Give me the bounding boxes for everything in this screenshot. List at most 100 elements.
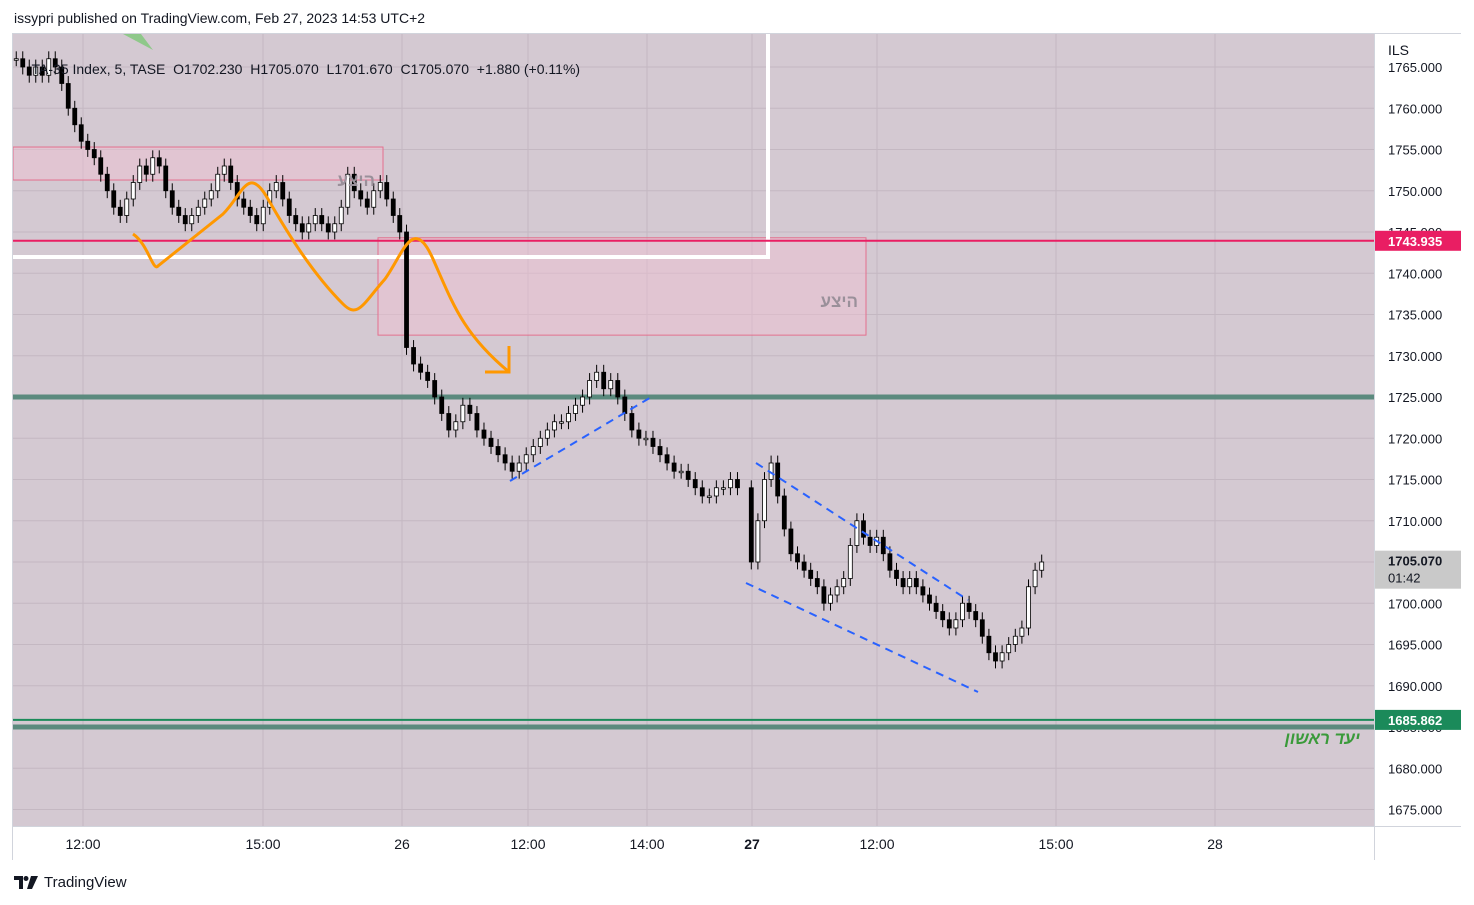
orange-projection-path xyxy=(132,181,510,374)
candle-up xyxy=(1019,627,1025,637)
candle-up xyxy=(46,58,52,76)
candle-down xyxy=(488,437,494,447)
candle-down xyxy=(319,215,325,225)
resistance-price-badge-bg xyxy=(1375,230,1461,251)
candle-down xyxy=(384,182,390,200)
price-tick-label: 1720.000 xyxy=(1388,431,1442,446)
candle-down xyxy=(85,140,91,150)
axis-corner xyxy=(1374,826,1461,860)
time-label: 26 xyxy=(394,836,410,852)
chart-plot[interactable]: היצע היצע יעד ראשון xyxy=(13,34,1374,826)
candle-up xyxy=(33,66,39,76)
candle-down xyxy=(920,586,926,596)
legend-open: O1702.230 xyxy=(173,61,243,77)
candle-down xyxy=(59,66,65,84)
candle-down xyxy=(397,215,403,233)
candle-down xyxy=(254,215,260,225)
last-price-badge: 1705.070 xyxy=(1388,554,1442,569)
price-tick-label: 1760.000 xyxy=(1388,101,1442,116)
candle-down xyxy=(65,83,71,109)
time-label: 14:00 xyxy=(629,836,664,852)
candle-down xyxy=(351,173,357,192)
candle-down xyxy=(425,371,431,381)
candle-down xyxy=(364,198,370,208)
price-tick-label: 1675.000 xyxy=(1388,803,1442,818)
candle-up xyxy=(312,215,318,225)
candle-up xyxy=(594,371,600,381)
candle-down xyxy=(418,363,424,373)
annotation-labels: היצע היצע יעד ראשון xyxy=(338,171,1360,748)
candle-down xyxy=(509,462,515,472)
candle-down xyxy=(861,520,866,538)
time-label: 15:00 xyxy=(245,836,280,852)
candle-up xyxy=(208,190,214,200)
price-tick-label: 1765.000 xyxy=(1388,60,1442,75)
candle-up xyxy=(338,206,344,225)
candle-up xyxy=(260,206,266,225)
price-tick-label: 1695.000 xyxy=(1388,638,1442,653)
time-axis[interactable]: 12:00 15:00 26 12:00 14:00 27 12:00 15:00 28 xyxy=(13,826,1374,860)
candle-down xyxy=(775,462,781,497)
price-tick-label: 1755.000 xyxy=(1388,143,1442,158)
legend-high: H1705.070 xyxy=(250,61,319,77)
candle-up xyxy=(215,173,221,192)
time-label: 28 xyxy=(1207,836,1223,852)
candle-up xyxy=(854,520,860,546)
candle-down xyxy=(143,165,149,175)
candle-down xyxy=(788,528,794,555)
legend-low: L1701.670 xyxy=(326,61,393,77)
price-tick-label: 1740.000 xyxy=(1388,266,1442,281)
candle-up xyxy=(130,182,136,200)
candle-up xyxy=(551,421,557,431)
candle-up xyxy=(537,437,543,447)
candle-up xyxy=(13,58,19,61)
candle-down xyxy=(979,619,985,637)
candle-down xyxy=(411,347,416,365)
candle-down xyxy=(622,396,628,414)
brand-name: TradingView xyxy=(44,874,127,891)
candle-up xyxy=(453,421,459,431)
drawings xyxy=(123,34,979,693)
white-box-outline xyxy=(13,34,770,259)
candle-down xyxy=(986,635,992,654)
candle-up xyxy=(828,594,833,604)
supply-zone-2 xyxy=(377,237,867,336)
candle-down xyxy=(735,479,740,489)
legend-change: +1.880 (+0.11%) xyxy=(476,61,581,77)
candle-down xyxy=(748,487,754,563)
candle-down xyxy=(671,462,677,472)
price-tick-label: 1735.000 xyxy=(1388,308,1442,323)
price-tick-label: 1750.000 xyxy=(1388,184,1442,199)
price-badges: 1743.935 1685.862 1705.070 01:42 xyxy=(1375,230,1461,730)
candle-up xyxy=(706,495,712,498)
candle-down xyxy=(117,206,123,216)
candles xyxy=(13,51,1045,669)
resistance-price-badge: 1743.935 xyxy=(1388,234,1442,249)
target-price-badge: 1685.862 xyxy=(1388,713,1442,728)
candle-up xyxy=(371,190,377,208)
candle-down xyxy=(228,165,234,183)
candle-up xyxy=(580,396,585,406)
candle-up xyxy=(1039,561,1045,571)
price-axis[interactable]: ILS 1765.0001760.0001755.0001750.0001745… xyxy=(1374,34,1461,826)
footer: TradingView xyxy=(14,874,127,891)
candle-down xyxy=(887,553,893,571)
candle-up xyxy=(189,215,195,225)
candle-up xyxy=(728,479,733,489)
candle-down xyxy=(98,157,104,175)
candle-down xyxy=(52,58,58,68)
candle-up xyxy=(150,157,156,175)
last-price-badge-bg xyxy=(1375,550,1461,589)
price-tick-label: 1715.000 xyxy=(1388,473,1442,488)
candle-down xyxy=(615,380,621,398)
channel-line-upper xyxy=(755,462,969,601)
candle-down xyxy=(474,413,480,431)
candle-down xyxy=(325,223,331,233)
last-price-badge-sub: 01:42 xyxy=(1388,571,1421,586)
candle-up xyxy=(1032,569,1038,588)
candle-down xyxy=(299,223,305,233)
candle-down xyxy=(176,206,182,216)
publish-header: issypri published on TradingView.com, Fe… xyxy=(14,10,426,26)
candle-up xyxy=(907,578,913,588)
price-tick-label: 1710.000 xyxy=(1388,514,1442,529)
